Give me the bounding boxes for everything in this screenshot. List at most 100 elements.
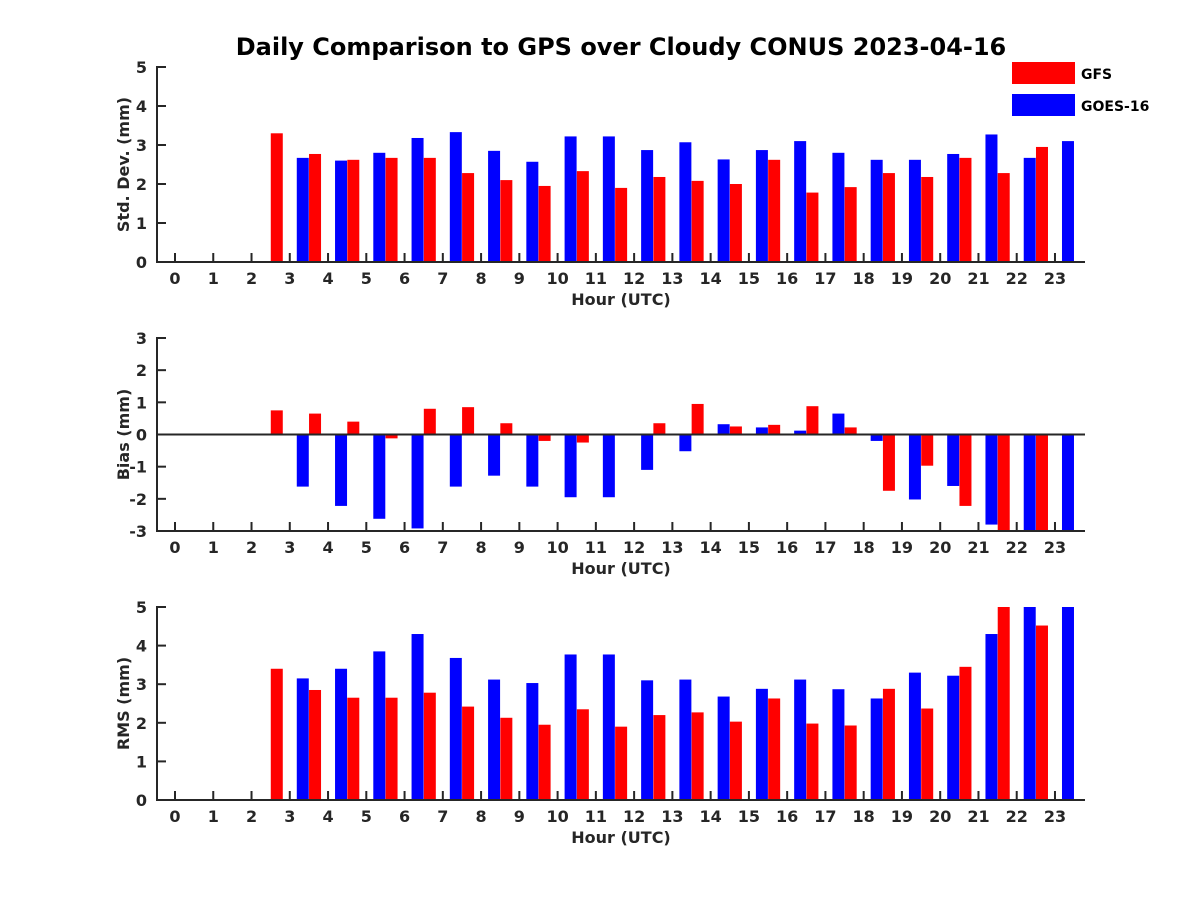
bar-goes-16-18 bbox=[870, 434, 883, 441]
bar-goes-16-8 bbox=[488, 679, 501, 800]
bar-goes-16-5 bbox=[373, 651, 386, 800]
bar-goes-16-6 bbox=[411, 434, 424, 529]
y-tick-label: 0 bbox=[136, 253, 147, 272]
bar-gfs-16 bbox=[768, 424, 781, 435]
y-tick-label: 1 bbox=[136, 393, 147, 412]
bar-gfs-23 bbox=[1035, 434, 1048, 531]
bar-goes-16-21 bbox=[985, 634, 998, 800]
x-tick-label: 4 bbox=[322, 269, 333, 288]
bar-goes-16-19 bbox=[908, 434, 921, 500]
x-tick-label: 11 bbox=[585, 269, 607, 288]
x-tick-label: 2 bbox=[246, 807, 257, 826]
x-tick-label: 3 bbox=[284, 269, 295, 288]
x-tick-label: 13 bbox=[661, 807, 683, 826]
x-tick-label: 16 bbox=[776, 807, 798, 826]
x-tick-label: 5 bbox=[361, 269, 372, 288]
bar-goes-16-17 bbox=[832, 413, 845, 435]
x-tick-label: 22 bbox=[1006, 807, 1028, 826]
x-tick-label: 23 bbox=[1044, 807, 1066, 826]
bar-goes-16-20 bbox=[947, 675, 960, 800]
bar-gfs-17 bbox=[806, 192, 819, 262]
bar-goes-16-17 bbox=[832, 152, 845, 262]
bar-goes-16-8 bbox=[488, 150, 501, 262]
bar-goes-16-17 bbox=[832, 689, 845, 800]
x-tick-label: 14 bbox=[700, 807, 722, 826]
legend-swatch-gfs bbox=[1012, 62, 1075, 84]
x-tick-label: 9 bbox=[514, 269, 525, 288]
y-tick-label: 2 bbox=[136, 361, 147, 380]
y-tick-label: -2 bbox=[129, 490, 147, 509]
bar-gfs-14 bbox=[691, 403, 704, 435]
bar-goes-16-19 bbox=[908, 159, 921, 262]
x-tick-label: 14 bbox=[700, 538, 722, 557]
bar-gfs-15 bbox=[729, 426, 742, 435]
bar-goes-16-7 bbox=[449, 657, 462, 800]
x-tick-label: 2 bbox=[246, 538, 257, 557]
x-tick-label: 19 bbox=[891, 807, 913, 826]
x-tick-label: 16 bbox=[776, 538, 798, 557]
bar-gfs-9 bbox=[500, 423, 513, 435]
bar-goes-16-5 bbox=[373, 152, 386, 262]
bar-goes-16-6 bbox=[411, 634, 424, 800]
bar-gfs-11 bbox=[576, 171, 589, 262]
y-tick-label: 2 bbox=[136, 714, 147, 733]
bar-goes-16-20 bbox=[947, 153, 960, 262]
x-tick-label: 23 bbox=[1044, 538, 1066, 557]
legend-label-goes-16: GOES-16 bbox=[1081, 99, 1149, 115]
y-axis-label: Bias (mm) bbox=[114, 389, 133, 481]
bar-goes-16-19 bbox=[908, 672, 921, 800]
y-tick-label: 0 bbox=[136, 791, 147, 810]
bar-gfs-14 bbox=[691, 180, 704, 262]
y-tick-label: 0 bbox=[136, 426, 147, 445]
bar-goes-16-10 bbox=[564, 654, 577, 800]
bar-gfs-13 bbox=[653, 176, 666, 262]
bar-gfs-5 bbox=[347, 421, 360, 435]
bar-goes-16-21 bbox=[985, 434, 998, 525]
bar-goes-16-9 bbox=[526, 683, 539, 800]
bar-gfs-22 bbox=[997, 607, 1010, 800]
bar-gfs-12 bbox=[615, 726, 628, 800]
legend-label-gfs: GFS bbox=[1081, 67, 1112, 83]
bar-gfs-17 bbox=[806, 406, 819, 435]
x-tick-label: 0 bbox=[169, 269, 180, 288]
x-tick-label: 13 bbox=[661, 538, 683, 557]
x-tick-label: 5 bbox=[361, 538, 372, 557]
bar-gfs-3 bbox=[270, 668, 283, 800]
x-tick-label: 11 bbox=[585, 807, 607, 826]
bar-gfs-18 bbox=[844, 427, 857, 435]
y-tick-label: 2 bbox=[136, 175, 147, 194]
bar-gfs-18 bbox=[844, 725, 857, 800]
x-tick-label: 7 bbox=[437, 538, 448, 557]
bar-goes-16-14 bbox=[717, 696, 730, 800]
y-tick-label: -1 bbox=[129, 458, 147, 477]
legend-swatch-goes-16 bbox=[1012, 94, 1075, 116]
bar-goes-16-15 bbox=[755, 150, 768, 262]
bar-goes-16-10 bbox=[564, 136, 577, 262]
bar-goes-16-22 bbox=[1023, 157, 1036, 262]
bar-goes-16-4 bbox=[335, 434, 348, 506]
x-tick-label: 11 bbox=[585, 538, 607, 557]
bar-gfs-12 bbox=[615, 187, 628, 262]
bar-goes-16-18 bbox=[870, 159, 883, 262]
x-tick-label: 18 bbox=[853, 538, 875, 557]
bar-goes-16-18 bbox=[870, 698, 883, 800]
bar-goes-16-22 bbox=[1023, 434, 1036, 531]
bar-goes-16-14 bbox=[717, 424, 730, 435]
bar-goes-16-3 bbox=[296, 678, 309, 800]
bar-goes-16-16 bbox=[794, 430, 807, 435]
bar-gfs-21 bbox=[959, 666, 972, 800]
y-tick-label: -3 bbox=[129, 522, 147, 541]
bar-gfs-5 bbox=[347, 697, 360, 800]
bar-gfs-7 bbox=[423, 692, 436, 800]
y-tick-label: 1 bbox=[136, 214, 147, 233]
x-tick-label: 12 bbox=[623, 807, 645, 826]
x-tick-label: 21 bbox=[967, 807, 989, 826]
x-axis-label: Hour (UTC) bbox=[571, 559, 671, 578]
y-tick-label: 1 bbox=[136, 752, 147, 771]
bar-gfs-14 bbox=[691, 712, 704, 800]
bar-gfs-6 bbox=[385, 434, 398, 439]
bar-gfs-8 bbox=[462, 706, 475, 800]
bar-gfs-22 bbox=[997, 434, 1010, 531]
